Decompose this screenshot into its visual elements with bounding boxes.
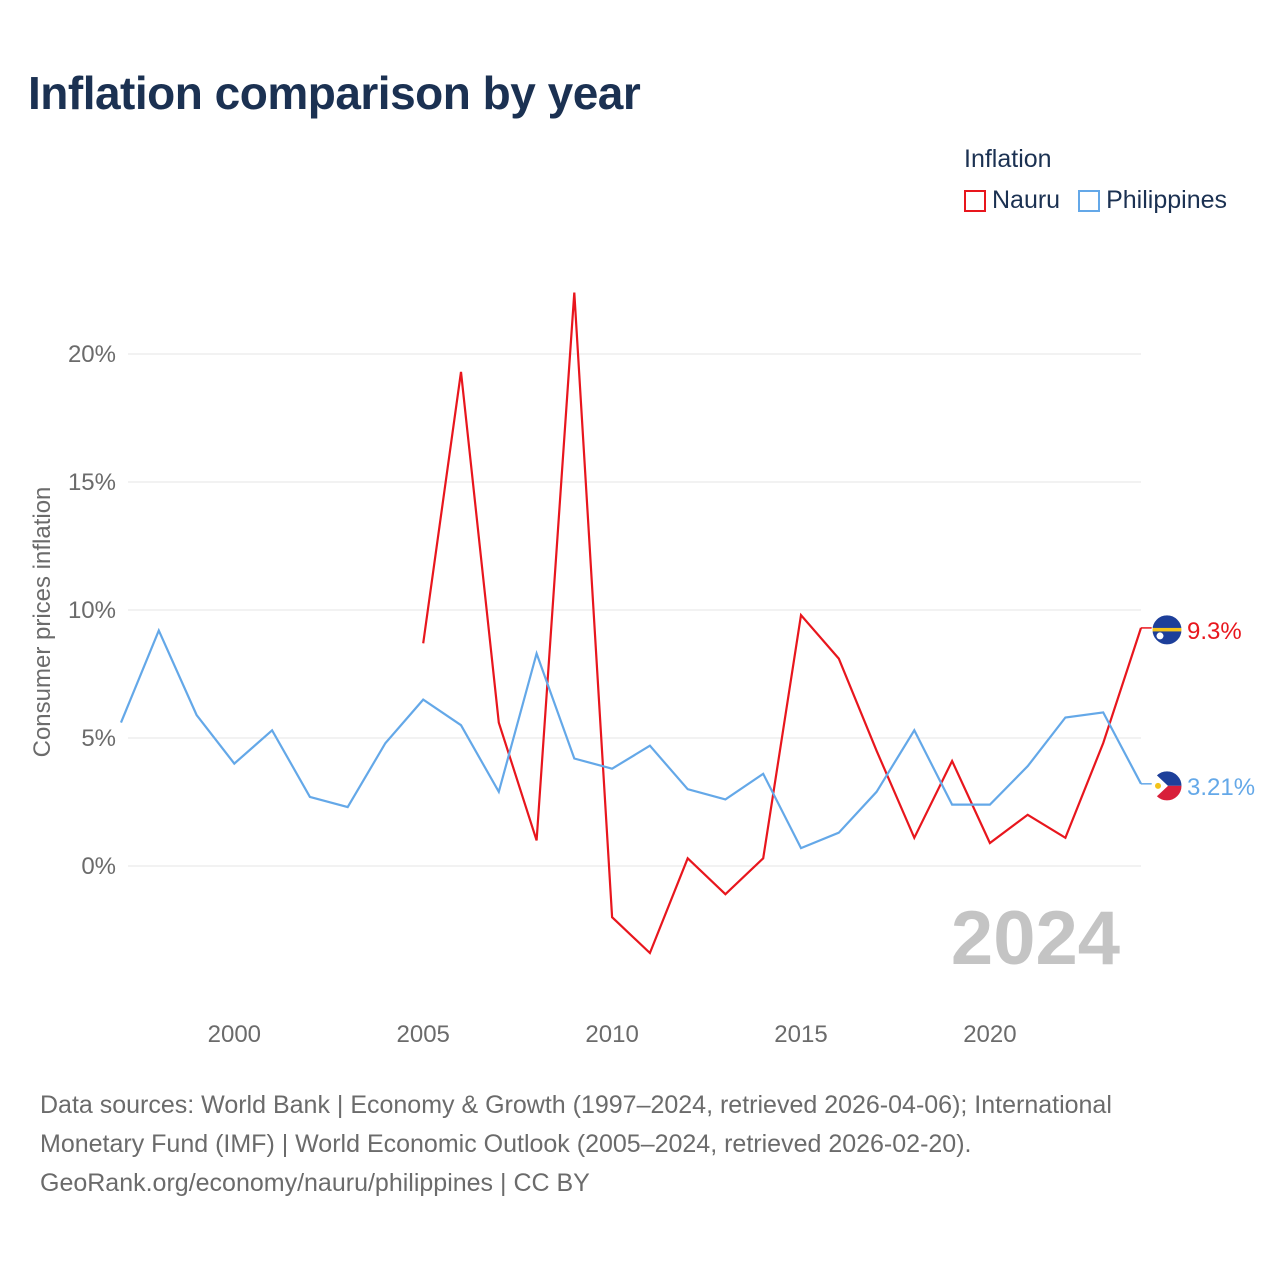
footer-line-1: Data sources: World Bank | Economy & Gro… [40,1091,1112,1119]
footer-line-2: Monetary Fund (IMF) | World Economic Out… [40,1130,972,1158]
end-label-philippines: 3.21% [1187,774,1255,801]
y-tick-label: 0% [81,853,116,880]
legend-swatch-nauru [964,189,986,212]
legend-swatch-philippines [1078,189,1101,212]
y-tick-label: 10% [68,597,116,624]
end-label-nauru: 9.3% [1187,618,1242,645]
line-chart: 0% 5% 10% 15% 20% 2000 2005 2010 2015 2020 Consu… [29,292,1255,1048]
y-tick-label: 15% [68,469,116,496]
footer-line-3: GeoRank.org/economy/nauru/philippines | … [40,1169,590,1197]
legend-label-philippines: Philippines [1106,186,1228,214]
y-axis-label: Consumer prices inflation [29,487,56,758]
chart-title: Inflation comparison by year [28,67,641,119]
legend: Nauru Philippines [964,186,1245,215]
x-tick-label: 2015 [774,1021,827,1048]
series-line-nauru [422,292,1143,955]
end-labels: 9.3% 3.21% [1141,614,1255,802]
footer: Data sources: World Bank | Economy & Gro… [40,1086,1240,1203]
series [119,292,1143,955]
x-tick-label: 2010 [585,1021,638,1048]
x-tick-label: 2020 [963,1021,1016,1048]
legend-label-nauru: Nauru [992,186,1061,214]
legend-item-philippines[interactable]: Philippines [1078,186,1227,215]
legend-title: Inflation [964,145,1052,173]
grid [128,353,1141,867]
y-axis-ticks: 0% 5% 10% 15% 20% [68,341,116,880]
x-axis-ticks: 2000 2005 2010 2015 2020 [208,1021,1017,1048]
x-tick-label: 2000 [208,1021,261,1048]
legend-item-nauru[interactable]: Nauru [964,186,1060,215]
x-tick-label: 2005 [397,1021,450,1048]
y-tick-label: 5% [81,725,116,752]
year-watermark: 2024 [951,896,1120,981]
y-tick-label: 20% [68,341,116,368]
nauru-flag-icon [1151,614,1183,646]
philippines-flag-icon [1151,770,1183,802]
series-line-philippines [119,627,1142,850]
